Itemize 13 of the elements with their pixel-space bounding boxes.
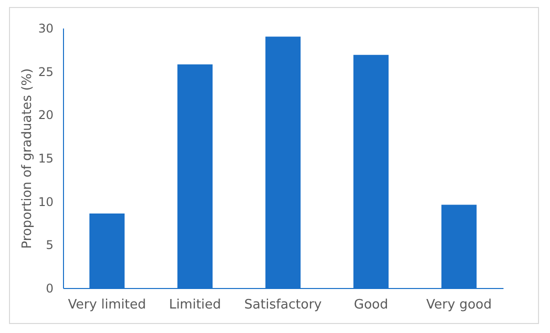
x-tick-label: Good [354,298,388,312]
x-tick-label: Very good [426,298,492,312]
y-axis-title: Proportion of graduates (%) [20,68,36,249]
y-tick-label: 30 [38,22,54,36]
y-tick-label: 0 [46,282,54,296]
y-tick-label: 20 [38,108,54,122]
y-tick-label: 10 [38,194,54,209]
y-tick-label: 5 [46,238,54,252]
x-tick-label: Limitied [168,298,222,312]
x-tick-label: Very limited [68,298,146,312]
x-tick-label: Satisfactory [244,298,322,312]
y-tick-label: 15 [38,152,54,166]
y-tick-label: 25 [38,64,54,79]
